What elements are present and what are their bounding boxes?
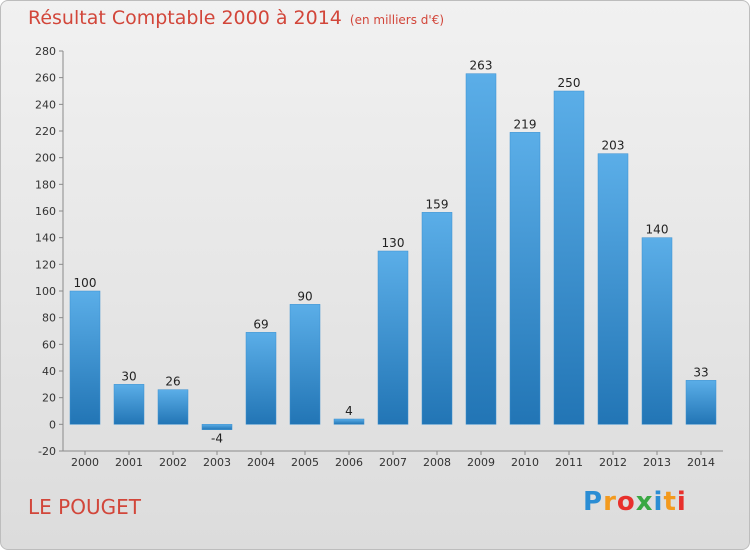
- value-label-2012: 203: [602, 139, 625, 153]
- y-tick-label: 100: [35, 285, 56, 298]
- logo-letter: i: [676, 487, 687, 517]
- bar-2013: [641, 237, 673, 425]
- chart-value-labels: 100 30 26 -4 69 90 4 130 159 263 219 250 203 140 33: [74, 59, 709, 446]
- y-tick-label: 260: [35, 72, 56, 85]
- value-label-2001: 30: [121, 369, 136, 383]
- bar-2011: [553, 90, 585, 425]
- y-tick-label: 220: [35, 125, 56, 138]
- value-label-2007: 130: [382, 236, 405, 250]
- chart-bars: [69, 73, 717, 430]
- value-label-2014: 33: [693, 365, 708, 379]
- x-tick-label-2006: 2006: [335, 456, 363, 469]
- value-label-2013: 140: [646, 223, 669, 237]
- y-tick-label: 60: [42, 338, 56, 351]
- x-tick-label-2010: 2010: [511, 456, 539, 469]
- y-tick-label: 160: [35, 205, 56, 218]
- bar-2005: [289, 304, 321, 425]
- bar-2008: [421, 212, 453, 425]
- value-label-2000: 100: [74, 276, 97, 290]
- value-label-2002: 26: [165, 375, 180, 389]
- commune-name: LE POUGET: [28, 495, 141, 519]
- chart-axes: -20 0 20 40 60 80 100 120 140 160 180 200 220 240 260 2…: [35, 45, 723, 469]
- x-tick-label-2003: 2003: [203, 456, 231, 469]
- bar-2007: [377, 250, 409, 425]
- x-tick-label-2000: 2000: [71, 456, 99, 469]
- logo-letter: t: [663, 487, 677, 517]
- x-tick-label-2013: 2013: [643, 456, 671, 469]
- bar-2000: [69, 290, 101, 425]
- x-tick-label-2004: 2004: [247, 456, 275, 469]
- y-tick-label: 180: [35, 178, 56, 191]
- x-tick-label-2009: 2009: [467, 456, 495, 469]
- bar-2006: [333, 418, 365, 425]
- x-tick-label-2012: 2012: [599, 456, 627, 469]
- bar-2004: [245, 332, 277, 425]
- proxiti-logo: Proxiti: [583, 487, 687, 517]
- y-tick-label: 0: [49, 418, 56, 431]
- value-label-2009: 263: [470, 59, 493, 73]
- y-tick-label: 40: [42, 365, 56, 378]
- value-label-2006: 4: [345, 404, 353, 418]
- y-tick-label: 140: [35, 232, 56, 245]
- logo-letter: i: [653, 487, 664, 517]
- value-label-2011: 250: [558, 76, 581, 90]
- bar-2010: [509, 132, 541, 425]
- bar-2014: [685, 380, 717, 425]
- y-tick-label: 280: [35, 45, 56, 58]
- x-tick-label-2014: 2014: [687, 456, 715, 469]
- y-tick-label: 120: [35, 258, 56, 271]
- bar-2009: [465, 73, 497, 425]
- x-tick-label-2001: 2001: [115, 456, 143, 469]
- y-tick-label: 200: [35, 152, 56, 165]
- bar-2001: [113, 384, 145, 425]
- y-tick-label: -20: [38, 445, 56, 458]
- x-tick-label-2008: 2008: [423, 456, 451, 469]
- x-tick-label-2011: 2011: [555, 456, 583, 469]
- logo-letter: r: [603, 487, 617, 517]
- x-tick-label-2002: 2002: [159, 456, 187, 469]
- value-label-2004: 69: [253, 317, 268, 331]
- bar-2002: [157, 389, 189, 425]
- y-tick-label: 20: [42, 392, 56, 405]
- logo-letter: x: [635, 487, 654, 517]
- x-tick-label-2007: 2007: [379, 456, 407, 469]
- value-label-2005: 90: [297, 289, 312, 303]
- chart-title-main: Résultat Comptable 2000 à 2014: [28, 7, 342, 29]
- bar-2003: [201, 424, 233, 430]
- value-label-2003: -4: [211, 432, 223, 446]
- y-tick-label: 80: [42, 312, 56, 325]
- logo-letter: o: [616, 487, 636, 517]
- value-label-2008: 159: [426, 197, 449, 211]
- logo-letter: P: [583, 487, 604, 517]
- bar-2012: [597, 153, 629, 425]
- x-tick-label-2005: 2005: [291, 456, 319, 469]
- chart-title-unit: (en milliers d'€): [349, 13, 445, 27]
- chart-title: Résultat Comptable 2000 à 2014 (en millie…: [28, 7, 444, 29]
- value-label-2010: 219: [514, 117, 537, 131]
- y-tick-label: 240: [35, 98, 56, 111]
